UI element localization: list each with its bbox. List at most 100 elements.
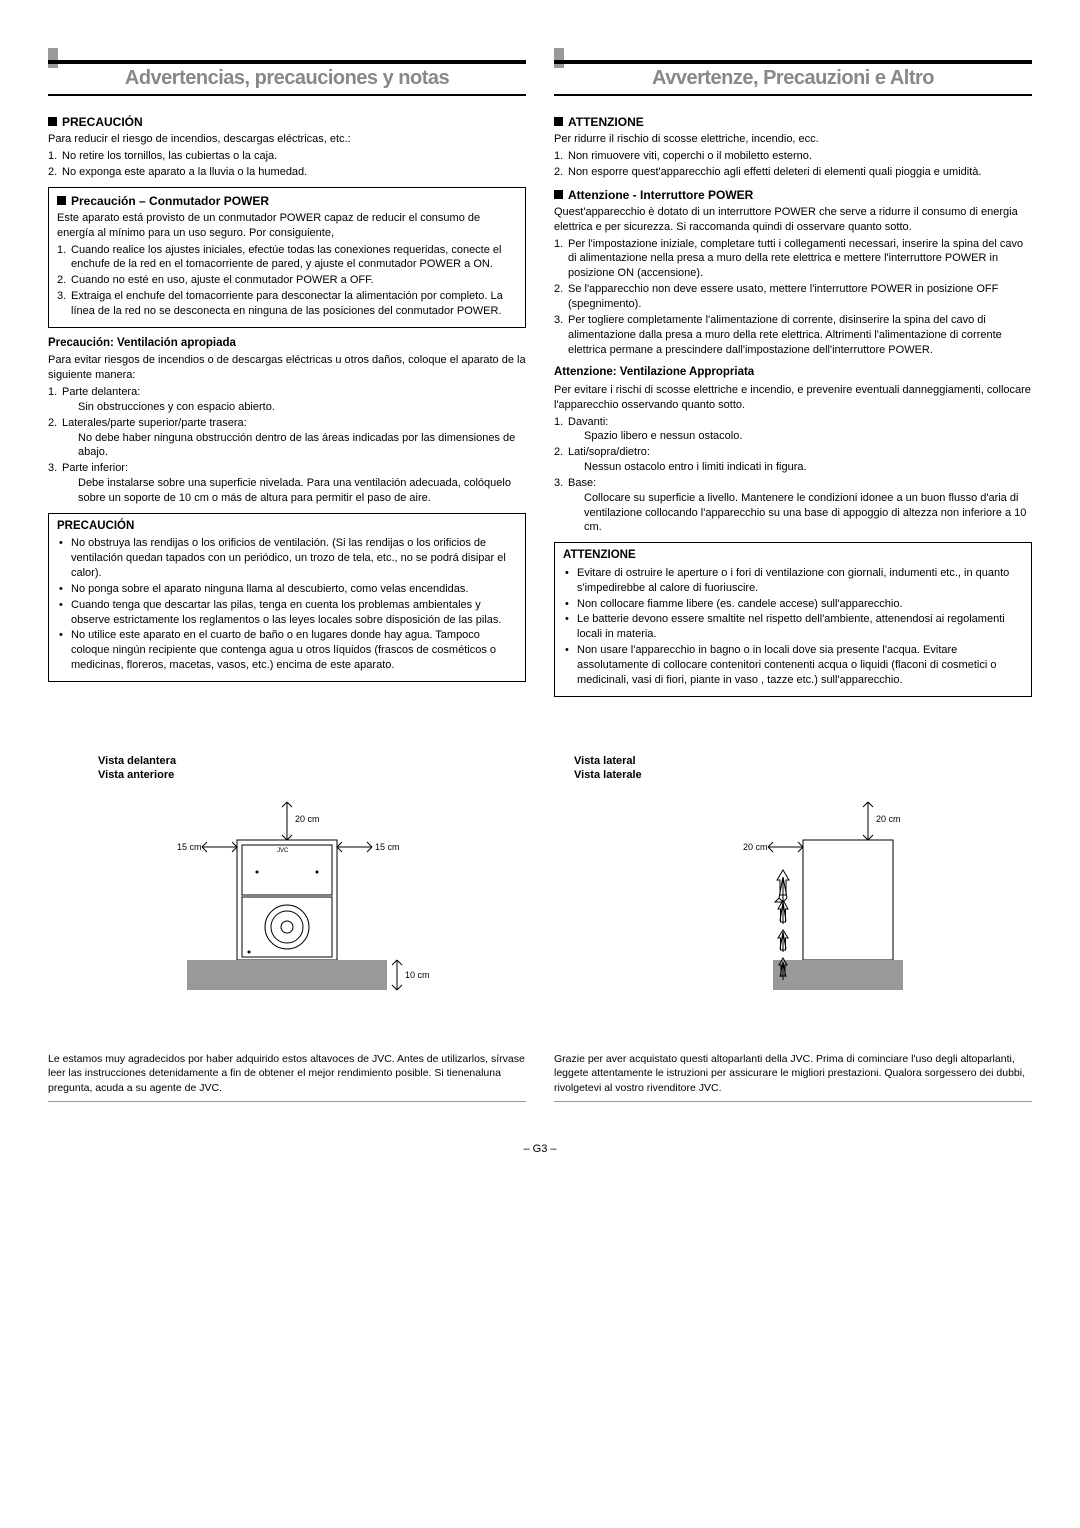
caution-box: ATTENZIONE Evitare di ostruire le apertu… [554, 542, 1032, 696]
side-view-diagram: Vista lateral Vista laterale 20 cm 20 cm [554, 754, 1032, 1023]
left-titlebar: Advertencias, precauciones y notas [48, 60, 526, 96]
caution-list: Evitare di ostruire le aperture o i fori… [563, 566, 1023, 688]
box-text: Quest'apparecchio è dotato di un interru… [554, 205, 1032, 235]
item-sub: Nessun ostacolo entro i limiti indicati … [568, 460, 1032, 475]
label-es: Vista delantera [98, 755, 176, 767]
list-item: 2.No exponga este aparato a la lluvia o … [62, 165, 526, 180]
closing-left: Le estamos muy agradecidos por haber adq… [48, 1052, 526, 1102]
list-item: 2.Lati/sopra/dietro:Nessun ostacolo entr… [568, 445, 1032, 475]
left-section-1: PRECAUCIÓN Para reducir el riesgo de inc… [48, 114, 526, 682]
heading: Precaución – Conmutador POWER [57, 193, 517, 209]
vent-list: 1.Parte delantera:Sin obstrucciones y co… [48, 385, 526, 506]
list-item: Non collocare fiamme libere (es. candele… [573, 597, 1023, 612]
vent-text: Per evitare i rischi di scosse elettrich… [554, 383, 1032, 413]
item-text: Non rimuovere viti, coperchi o il mobile… [568, 150, 812, 162]
heading: PRECAUCIÓN [57, 519, 517, 535]
heading: ATTENZIONE [563, 548, 1023, 564]
list-item: 1.No retire los tornillos, las cubiertas… [62, 149, 526, 164]
item-text: Per l'impostazione iniziale, completare … [568, 238, 1023, 280]
left-column: Advertencias, precauciones y notas PRECA… [48, 60, 526, 704]
heading-text: Attenzione - Interruttore POWER [568, 188, 753, 202]
list-item: Cuando tenga que descartar las pilas, te… [67, 598, 517, 628]
item-sub: Sin obstrucciones y con espacio abierto. [62, 400, 526, 415]
item-text: Cuando no esté en uso, ajuste el conmuta… [71, 274, 374, 286]
caution-list: No obstruya las rendijas o los orificios… [57, 536, 517, 673]
closing-right: Grazie per aver acquistato questi altopa… [554, 1052, 1032, 1102]
left-title: Advertencias, precauciones y notas [48, 60, 526, 96]
item-text: Se l'apparecchio non deve essere usato, … [568, 283, 998, 310]
caution-box: PRECAUCIÓN No obstruya las rendijas o lo… [48, 513, 526, 682]
list-item: No ponga sobre el aparato ninguna llama … [67, 582, 517, 597]
list-item: 2.Cuando no esté en uso, ajuste el conmu… [71, 273, 517, 288]
square-icon [554, 190, 563, 199]
front-view-svg: 20 cm 15 cm 15 cm JVC 10 cm [127, 792, 447, 1022]
list-item: Non usare l'apparecchio in bagno o in lo… [573, 643, 1023, 688]
item-text: Per togliere completamente l'alimentazio… [568, 314, 1002, 356]
heading: PRECAUCIÓN [48, 114, 526, 130]
item-sub: Spazio libero e nessun ostacolo. [568, 429, 1032, 444]
intro-text: Per ridurre il rischio di scosse elettri… [554, 132, 1032, 147]
right-titlebar: Avvertenze, Precauzioni e Altro [554, 60, 1032, 96]
intro-text: Para reducir el riesgo de incendios, des… [48, 132, 526, 147]
main-columns: Advertencias, precauciones y notas PRECA… [48, 60, 1032, 704]
deco-line [554, 94, 1032, 96]
vent-list: 1.Davanti:Spazio libero e nessun ostacol… [554, 415, 1032, 536]
vent-text: Para evitar riesgos de incendios o de de… [48, 353, 526, 383]
item-text: Extraiga el enchufe del tomacorriente pa… [71, 290, 503, 317]
dim-20: 20 cm [295, 814, 320, 824]
item-text: Parte inferior: [62, 462, 128, 474]
dim-20s: 20 cm [876, 814, 901, 824]
list-item: 1.Per l'impostazione iniziale, completar… [568, 237, 1032, 282]
label-it: Vista laterale [574, 769, 642, 781]
item-text: Lati/sopra/dietro: [568, 446, 650, 458]
box-list: 1.Per l'impostazione iniziale, completar… [554, 237, 1032, 358]
item-text: Laterales/parte superior/parte trasera: [62, 417, 247, 429]
page-number: – G3 – [48, 1142, 1032, 1157]
heading-text: ATTENZIONE [568, 115, 644, 129]
box-text: Este aparato está provisto de un conmuta… [57, 211, 517, 241]
heading: Attenzione - Interruttore POWER [554, 187, 1032, 203]
dim-15l: 15 cm [177, 842, 202, 852]
list-item: 2.Non esporre quest'apparecchio agli eff… [568, 165, 1032, 180]
right-section-1: ATTENZIONE Per ridurre il rischio di sco… [554, 114, 1032, 697]
item-sub: Collocare su superficie a livello. Mante… [568, 491, 1032, 536]
front-view-diagram: Vista delantera Vista anteriore 20 cm 15… [48, 754, 526, 1023]
square-icon [57, 196, 66, 205]
front-labels: Vista delantera Vista anteriore [48, 754, 526, 783]
heading-text: PRECAUCIÓN [62, 115, 143, 129]
item-text: Cuando realice los ajustes iniciales, ef… [71, 244, 501, 271]
item-text: No retire los tornillos, las cubiertas o… [62, 150, 277, 162]
list-item: 1.Davanti:Spazio libero e nessun ostacol… [568, 415, 1032, 445]
item-sub: Debe instalarse sobre una superficie niv… [62, 476, 526, 506]
item-text: No exponga este aparato a la lluvia o la… [62, 166, 307, 178]
label-es: Vista lateral [574, 755, 636, 767]
dim-15r: 15 cm [375, 842, 400, 852]
power-box: Precaución – Conmutador POWER Este apara… [48, 187, 526, 328]
closing-row: Le estamos muy agradecidos por haber adq… [48, 1052, 1032, 1102]
brand-text: JVC [277, 848, 289, 854]
list-item: No obstruya las rendijas o los orificios… [67, 536, 517, 581]
deco-square [554, 48, 564, 58]
vent-heading: Attenzione: Ventilazione Appropriata [554, 365, 1032, 381]
deco-line [48, 94, 526, 96]
item-text: Parte delantera: [62, 386, 140, 398]
vent-heading: Precaución: Ventilación apropiada [48, 336, 526, 352]
label-it: Vista anteriore [98, 769, 174, 781]
dim-20l: 20 cm [743, 842, 768, 852]
list-item: 2.Se l'apparecchio non deve essere usato… [568, 282, 1032, 312]
list-item: Evitare di ostruire le aperture o i fori… [573, 566, 1023, 596]
power-section: Attenzione - Interruttore POWER Quest'ap… [554, 187, 1032, 358]
list-item: 3.Base:Collocare su superficie a livello… [568, 476, 1032, 535]
deco-line [554, 60, 1032, 64]
deco-square [48, 48, 58, 58]
list-item: 2.Laterales/parte superior/parte trasera… [62, 416, 526, 461]
list-item: Le batterie devono essere smaltite nel r… [573, 612, 1023, 642]
item-text: Non esporre quest'apparecchio agli effet… [568, 166, 981, 178]
diagrams-row: Vista delantera Vista anteriore 20 cm 15… [48, 754, 1032, 1023]
item-text: Davanti: [568, 416, 608, 428]
list-item: 3.Extraiga el enchufe del tomacorriente … [71, 289, 517, 319]
list-item: 1.Parte delantera:Sin obstrucciones y co… [62, 385, 526, 415]
right-title: Avvertenze, Precauzioni e Altro [554, 60, 1032, 96]
list-item: No utilice este aparato en el cuarto de … [67, 628, 517, 673]
side-labels: Vista lateral Vista laterale [554, 754, 1032, 783]
